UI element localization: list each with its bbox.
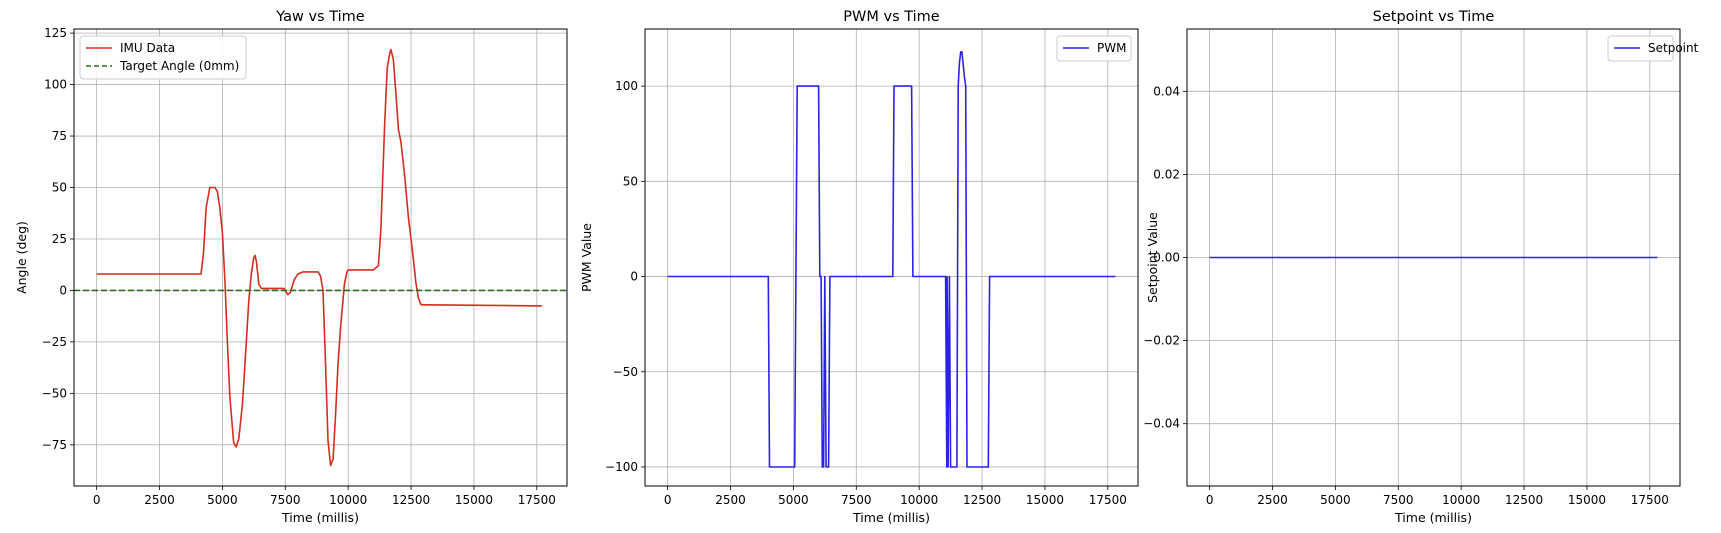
legend-label-1: Target Angle (0mm) <box>119 59 239 73</box>
chart-3: 0 2500 5000 7500 10000 12500 15000 17500 0.04 0.0… <box>1143 9 1698 525</box>
x-tick-label: 7500 <box>1383 493 1414 507</box>
x-tick-label: 0 <box>664 493 672 507</box>
y-tick-label: 0.02 <box>1153 167 1180 181</box>
y-tick-label: −25 <box>42 335 67 349</box>
series-line-0 <box>667 51 1116 468</box>
x-tick-label: 7500 <box>841 493 872 507</box>
x-tick-label: 10000 <box>900 493 938 507</box>
x-axis-label: Time (millis) <box>281 510 359 525</box>
x-tick-label: 10000 <box>329 493 367 507</box>
legend-box <box>79 35 247 80</box>
x-tick-label: 17500 <box>1089 493 1127 507</box>
y-tick-label: −50 <box>42 386 67 400</box>
chart-title: PWM vs Time <box>843 9 940 25</box>
x-tick-label: 15000 <box>455 493 493 507</box>
axes-frame <box>644 28 1139 487</box>
x-tick-label: 12500 <box>1505 493 1543 507</box>
y-tick-label: −100 <box>605 460 638 474</box>
x-tick-label: 0 <box>1206 493 1214 507</box>
x-tick-label: 7500 <box>270 493 301 507</box>
x-tick-label: 15000 <box>1026 493 1064 507</box>
y-tick-label: 0.00 <box>1153 251 1180 265</box>
y-tick-label: 0 <box>630 270 638 284</box>
y-tick-label: −0.04 <box>1143 417 1180 431</box>
y-tick-label: 0 <box>59 283 67 297</box>
y-tick-label: 125 <box>44 26 67 40</box>
x-tick-label: 12500 <box>963 493 1001 507</box>
x-axis-label: Time (millis) <box>1394 510 1472 525</box>
chart-title: Yaw vs Time <box>275 9 365 25</box>
x-tick-label: 17500 <box>518 493 556 507</box>
x-tick-label: 5000 <box>207 493 238 507</box>
chart-1: 0 2500 5000 7500 10000 12500 15000 17500 125 100 7… <box>14 9 568 525</box>
legend-label-0: Setpoint <box>1648 41 1699 55</box>
chart-title: Setpoint vs Time <box>1373 9 1495 25</box>
legend: Setpoint <box>1607 35 1699 62</box>
x-axis-label: Time (millis) <box>852 510 930 525</box>
chart-2: 0 2500 5000 7500 10000 12500 15000 17500 100 50 0 −… <box>579 9 1139 525</box>
y-tick-label: 100 <box>615 79 638 93</box>
legend-box <box>1056 35 1132 62</box>
series-line-0 <box>96 48 542 467</box>
legend-box <box>1607 35 1674 62</box>
x-tick-label: 2500 <box>1257 493 1288 507</box>
legend-label-0: IMU Data <box>120 41 175 55</box>
x-tick-label: 2500 <box>144 493 175 507</box>
x-tick-label: 12500 <box>392 493 430 507</box>
x-tick-label: 15000 <box>1568 493 1606 507</box>
y-axis-label: PWM Value <box>579 223 594 292</box>
y-tick-label: −0.02 <box>1143 334 1180 348</box>
y-tick-label: 50 <box>52 181 67 195</box>
legend: PWM <box>1056 35 1132 62</box>
y-tick-label: 25 <box>52 232 67 246</box>
y-tick-label: 100 <box>44 78 67 92</box>
axes-frame <box>73 28 568 487</box>
x-tick-label: 5000 <box>778 493 809 507</box>
y-tick-label: 0.04 <box>1153 84 1180 98</box>
x-tick-label: 5000 <box>1320 493 1351 507</box>
y-axis-label: Setpoint Value <box>1145 212 1160 303</box>
legend: IMU Data Target Angle (0mm) <box>79 35 247 80</box>
x-tick-label: 0 <box>93 493 101 507</box>
x-tick-label: 10000 <box>1442 493 1480 507</box>
legend-label-0: PWM <box>1097 41 1126 55</box>
y-tick-label: −75 <box>42 438 67 452</box>
y-tick-label: −50 <box>613 365 638 379</box>
y-tick-label: 50 <box>623 174 638 188</box>
x-tick-label: 17500 <box>1631 493 1669 507</box>
x-tick-label: 2500 <box>715 493 746 507</box>
y-axis-label: Angle (deg) <box>14 221 29 294</box>
y-tick-label: 75 <box>52 129 67 143</box>
